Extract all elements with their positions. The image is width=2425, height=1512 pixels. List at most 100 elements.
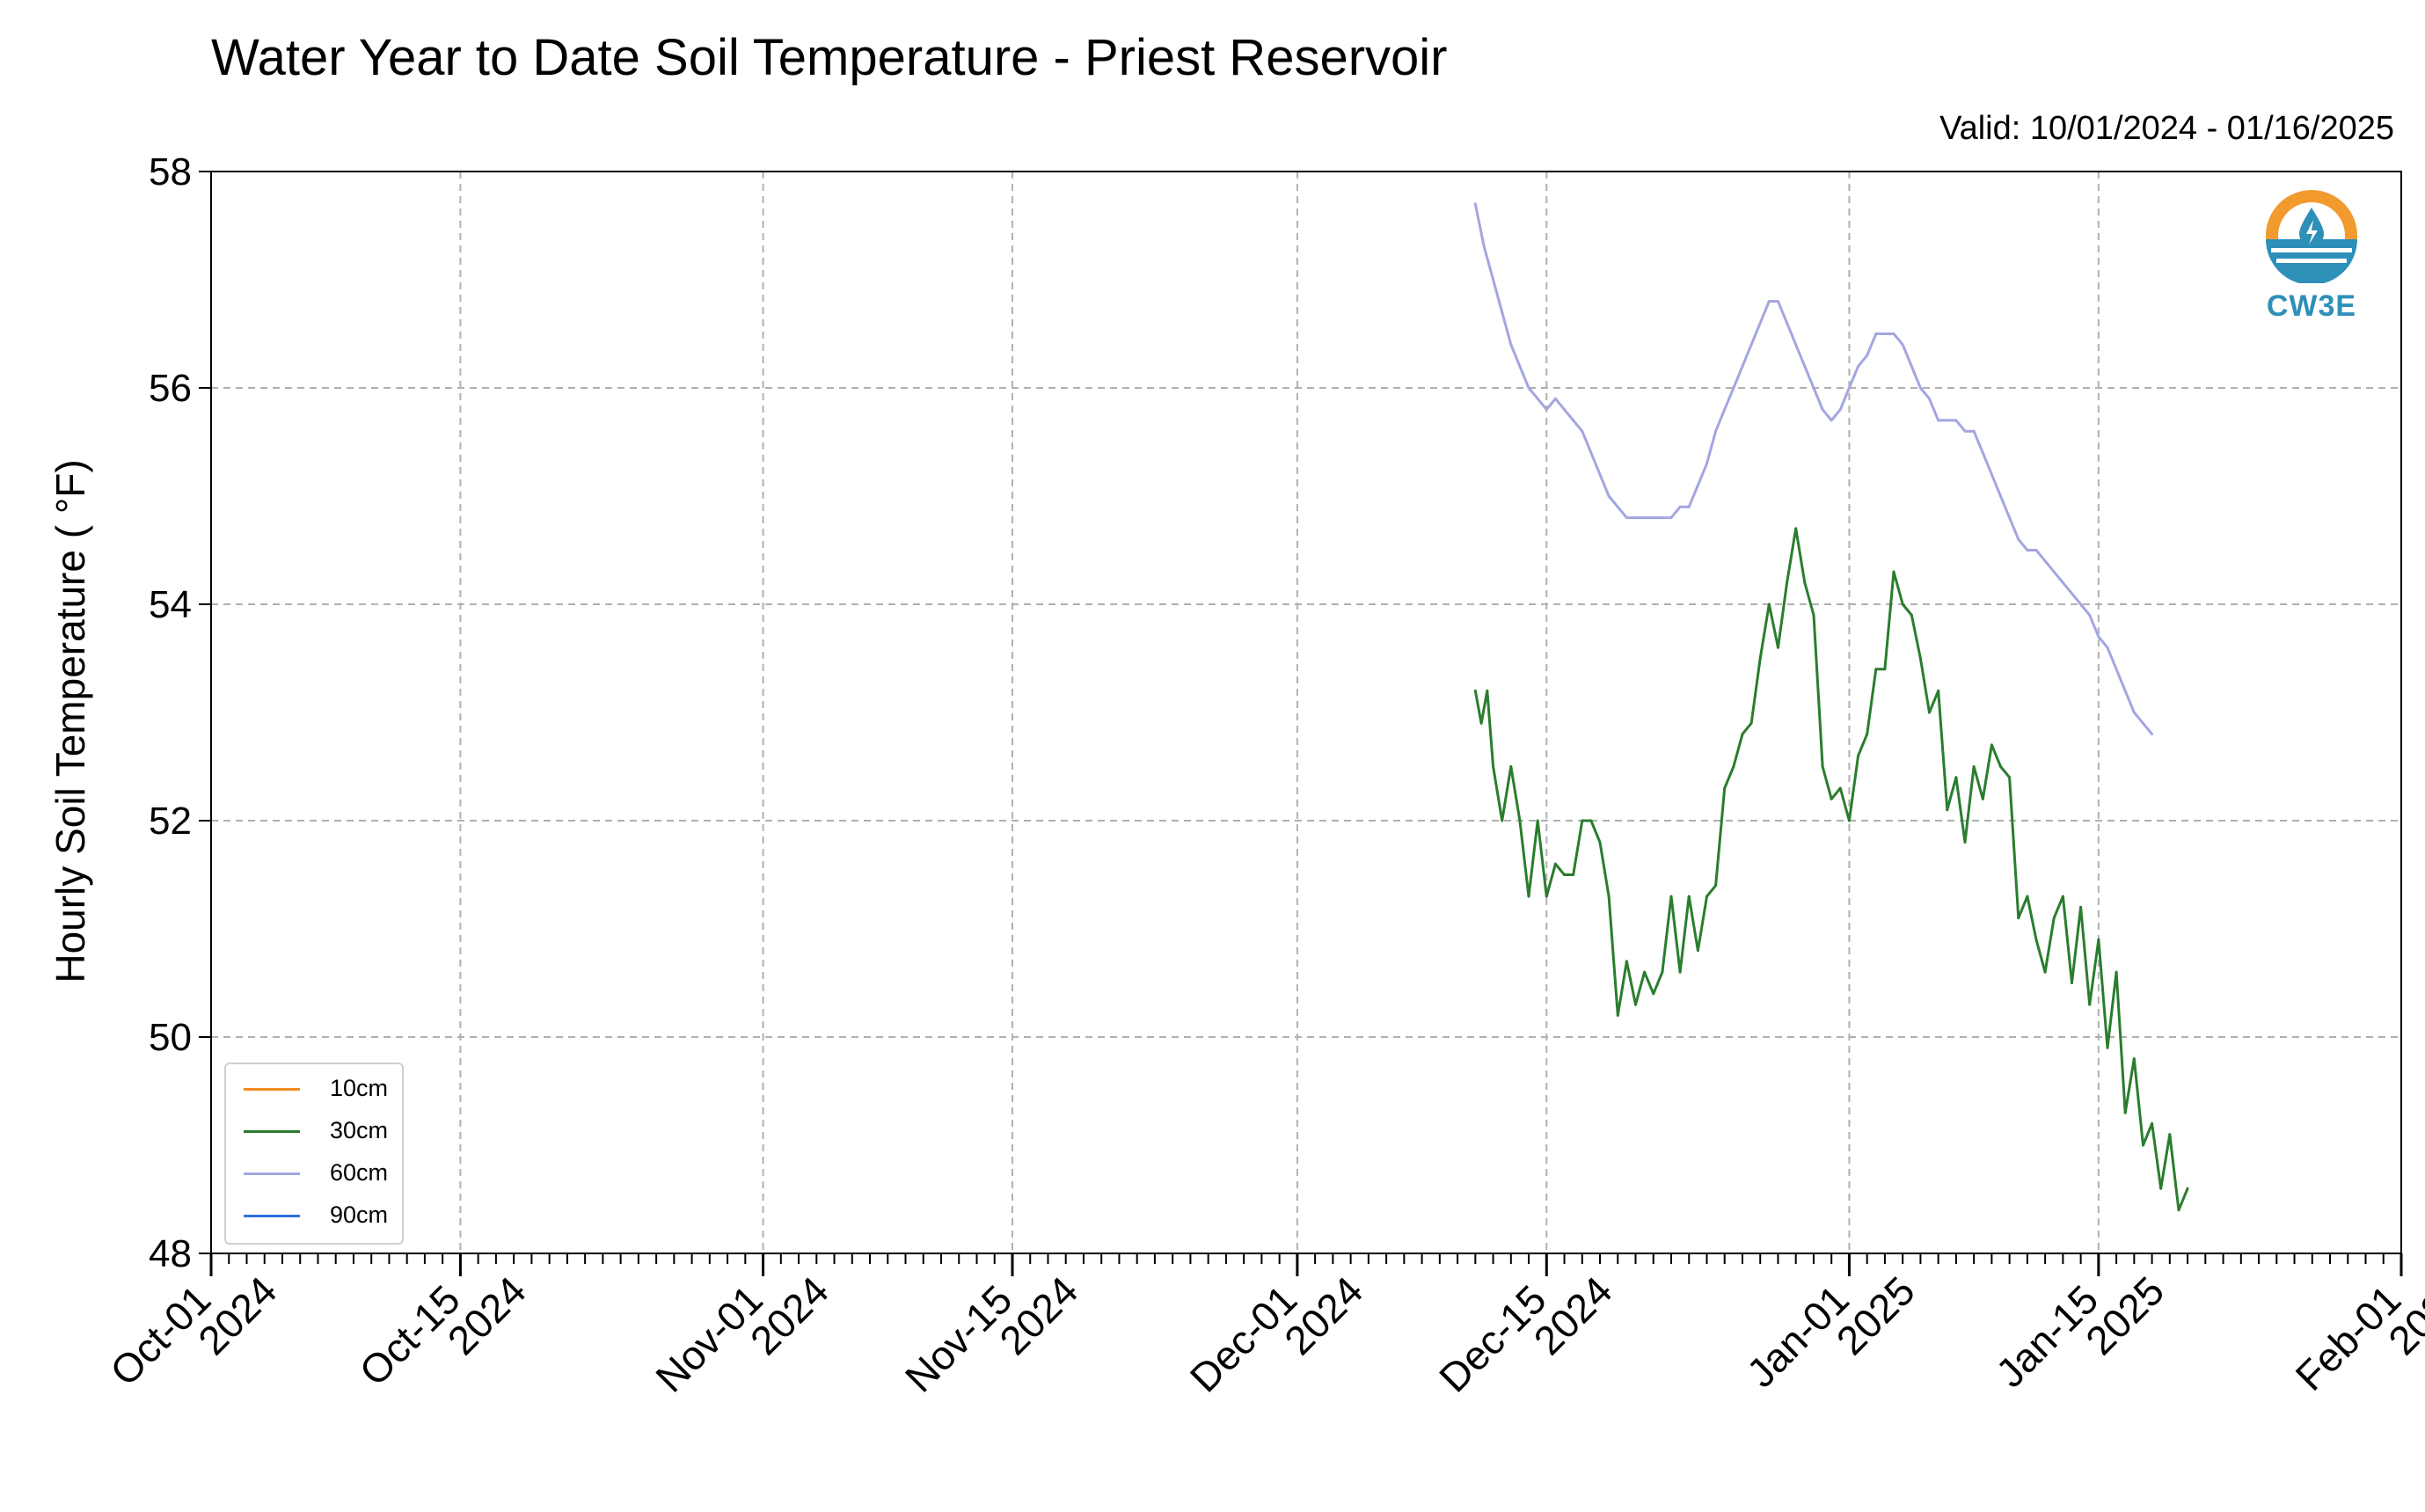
data-point-60cm <box>1999 494 2003 498</box>
data-point-30cm <box>1616 1013 1619 1017</box>
data-point-30cm <box>1598 841 1602 844</box>
data-point-30cm <box>2097 938 2100 941</box>
data-point-60cm <box>1972 429 1976 433</box>
data-point-60cm <box>1518 364 1522 368</box>
legend-item-90cm: 90cm <box>237 1198 395 1233</box>
data-point-60cm <box>1607 494 1611 498</box>
data-point-30cm <box>1625 960 1628 963</box>
data-point-60cm <box>1910 364 1913 368</box>
data-point-30cm <box>1714 884 1718 887</box>
y-tick-label: 50 <box>149 1016 192 1059</box>
data-point-30cm <box>1999 765 2003 768</box>
data-point-30cm <box>1643 970 1647 974</box>
data-point-60cm <box>1696 484 1699 487</box>
legend-label-90cm: 90cm <box>330 1202 389 1228</box>
data-point-60cm <box>1847 386 1851 390</box>
data-point-30cm <box>1918 657 1922 660</box>
data-point-60cm <box>2132 711 2136 714</box>
data-point-30cm <box>1767 603 1771 606</box>
data-point-60cm <box>2088 613 2092 617</box>
data-point-30cm <box>1963 841 1967 844</box>
data-point-30cm <box>2106 1046 2109 1049</box>
data-point-30cm <box>2115 970 2118 974</box>
data-point-60cm <box>1786 321 1789 325</box>
data-point-30cm <box>1678 970 1682 974</box>
data-point-60cm <box>1874 332 1878 335</box>
data-point-60cm <box>1767 300 1771 303</box>
data-point-30cm <box>1652 992 1655 996</box>
data-point-30cm <box>1910 613 1913 617</box>
y-tick-label: 52 <box>149 800 192 843</box>
data-point-30cm <box>1990 743 1993 747</box>
data-point-60cm <box>1758 321 1762 325</box>
legend-label-10cm: 10cm <box>330 1075 389 1101</box>
cw3e-logo-icon <box>2266 190 2357 285</box>
data-point-60cm <box>1553 397 1557 400</box>
data-point-30cm <box>1634 1003 1638 1006</box>
data-point-60cm <box>1705 462 1708 465</box>
data-point-60cm <box>1589 451 1593 455</box>
legend: 10cm 30cm 60cm 90cm <box>224 1063 404 1245</box>
data-point-30cm <box>2052 917 2056 920</box>
data-point-60cm <box>1732 386 1735 390</box>
y-tick-label: 56 <box>149 367 192 410</box>
data-point-60cm <box>1545 408 1548 412</box>
data-point-30cm <box>2061 895 2064 898</box>
data-point-60cm <box>1661 516 1664 520</box>
data-point-60cm <box>2052 570 2056 573</box>
data-point-60cm <box>1866 354 1869 357</box>
legend-item-10cm: 10cm <box>237 1071 395 1107</box>
data-point-30cm <box>2026 895 2029 898</box>
data-point-60cm <box>1901 343 1904 347</box>
data-point-30cm <box>1786 581 1789 584</box>
data-point-60cm <box>1581 429 1584 433</box>
data-point-30cm <box>1758 657 1762 660</box>
data-point-30cm <box>1928 711 1932 714</box>
data-point-30cm <box>1892 570 1895 573</box>
data-point-60cm <box>2123 689 2127 692</box>
data-point-60cm <box>1598 472 1602 476</box>
data-point-30cm <box>2177 1209 2180 1212</box>
legend-item-30cm: 30cm <box>237 1114 395 1149</box>
data-point-60cm <box>1492 278 1495 281</box>
data-point-60cm <box>1776 300 1779 303</box>
series-line-30cm <box>1473 527 2189 1212</box>
data-point-60cm <box>1821 408 1824 412</box>
data-point-30cm <box>1589 819 1593 822</box>
data-point-30cm <box>1776 646 1779 649</box>
legend-swatch-30cm <box>244 1130 300 1133</box>
data-point-30cm <box>1486 689 1489 692</box>
y-tick-label: 58 <box>149 150 192 194</box>
data-point-60cm <box>2034 549 2038 551</box>
data-point-30cm <box>1545 895 1548 898</box>
data-point-60cm <box>2151 733 2154 736</box>
data-point-60cm <box>1954 419 1958 422</box>
data-point-60cm <box>2043 559 2047 563</box>
series-line-60cm <box>1473 203 2153 735</box>
data-point-60cm <box>1501 310 1504 314</box>
data-point-60cm <box>2106 646 2109 649</box>
data-point-30cm <box>1812 613 1815 617</box>
data-point-30cm <box>1937 689 1940 692</box>
data-point-30cm <box>1741 733 1744 736</box>
data-point-30cm <box>2123 1111 2127 1114</box>
data-point-30cm <box>1883 668 1887 671</box>
data-point-60cm <box>1892 332 1895 335</box>
data-point-60cm <box>1883 332 1887 335</box>
data-point-60cm <box>1509 343 1513 347</box>
data-point-30cm <box>1696 949 1699 953</box>
data-point-30cm <box>1669 895 1673 898</box>
legend-swatch-10cm <box>244 1088 300 1091</box>
data-point-30cm <box>1509 765 1513 768</box>
data-point-30cm <box>2186 1187 2189 1190</box>
data-point-30cm <box>2079 905 2083 909</box>
data-point-60cm <box>2141 721 2144 725</box>
legend-item-60cm: 60cm <box>237 1156 395 1191</box>
data-point-60cm <box>1990 472 1993 476</box>
data-point-30cm <box>1553 862 1557 866</box>
data-point-60cm <box>1918 386 1922 390</box>
